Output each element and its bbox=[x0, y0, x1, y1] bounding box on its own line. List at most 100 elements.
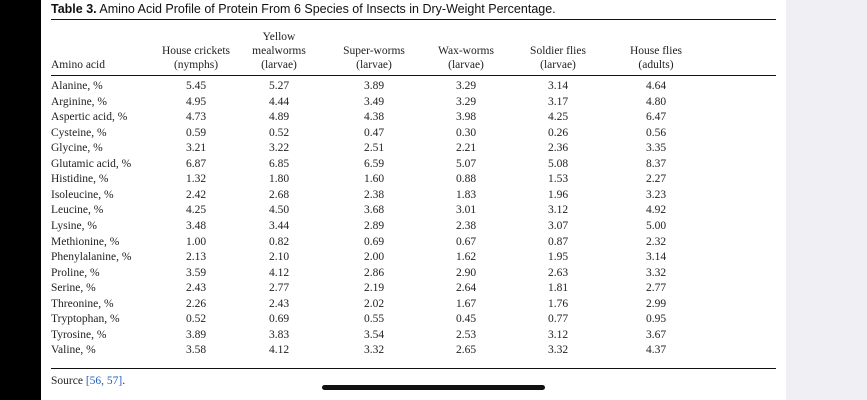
table-cell-value: 4.12 bbox=[268, 266, 290, 279]
column-header-4: Wax-worms (larvae) bbox=[438, 44, 494, 72]
table-cell-value: 3.67 bbox=[645, 328, 667, 341]
table-cell-value: 3.01 bbox=[455, 204, 477, 217]
table-cell-value: 3.12 bbox=[547, 204, 569, 217]
table-cell-value: 2.38 bbox=[455, 219, 477, 232]
amino-acid-name: Tryptophan, % bbox=[51, 313, 120, 326]
column-header-line: mealworms bbox=[252, 45, 306, 57]
table-cell-value: 2.43 bbox=[185, 282, 207, 295]
table-cell-value: 2.77 bbox=[268, 282, 290, 295]
document-page[interactable]: Table 3. Amino Acid Profile of Protein F… bbox=[41, 0, 786, 400]
table-cell-value: 1.00 bbox=[185, 235, 207, 248]
column-header-line: House flies bbox=[629, 45, 683, 57]
table-cell-value: 2.21 bbox=[455, 142, 477, 155]
table-cell-value: 4.38 bbox=[363, 111, 385, 124]
table-cell-value: 3.14 bbox=[547, 80, 569, 92]
table-cell-value: 2.42 bbox=[185, 188, 207, 201]
table-cell-value: 2.86 bbox=[363, 266, 385, 279]
table-cell-value: 2.63 bbox=[547, 266, 569, 279]
table-cell-value: 2.10 bbox=[268, 251, 290, 264]
column-header-0: Amino acid bbox=[51, 58, 105, 72]
source-reference-link[interactable]: [56, 57] bbox=[85, 375, 123, 387]
table-cell-value: 2.43 bbox=[268, 297, 290, 310]
table-cell-value: 0.67 bbox=[455, 235, 477, 248]
table-cell-value: 3.58 bbox=[185, 344, 207, 357]
column-header-line: Yellow bbox=[262, 31, 296, 43]
table-cell-value: 1.96 bbox=[547, 188, 569, 201]
table-cell-value: 5.00 bbox=[645, 219, 667, 232]
amino-acid-name: Histidine, % bbox=[51, 173, 109, 186]
table-cell-value: 0.52 bbox=[268, 126, 290, 139]
column-header-5: Soldier flies (larvae) bbox=[530, 44, 586, 72]
table-cell-value: 4.92 bbox=[645, 204, 667, 217]
table-bottom-rule bbox=[51, 368, 776, 369]
table-cell-value: 1.53 bbox=[547, 173, 569, 186]
table-cell-value: 3.29 bbox=[455, 95, 477, 108]
table-cell-value: 2.99 bbox=[645, 297, 667, 310]
column-header-2: Yellow mealworms (larvae) bbox=[252, 30, 306, 72]
source-suffix: . bbox=[122, 375, 126, 387]
column-header-line: Soldier flies bbox=[530, 45, 586, 57]
table-cell-value: 3.29 bbox=[455, 80, 477, 92]
table-cell-value: 3.68 bbox=[363, 204, 385, 217]
table-cell-value: 0.87 bbox=[547, 235, 569, 248]
column-header-line: House crickets bbox=[161, 45, 231, 57]
column-header-1: House crickets (nymphs) bbox=[162, 44, 230, 72]
amino-acid-name: Arginine, % bbox=[51, 95, 108, 108]
amino-acid-name: Alanine, % bbox=[51, 80, 103, 92]
table-cell-value: 0.52 bbox=[185, 313, 207, 326]
table-cell-value: 2.26 bbox=[185, 297, 207, 310]
table-cell-value: 5.45 bbox=[185, 80, 207, 92]
column-header-line: (larvae) bbox=[540, 59, 576, 71]
table-cell-value: 3.22 bbox=[268, 142, 290, 155]
table-caption: Table 3. Amino Acid Profile of Protein F… bbox=[51, 2, 556, 16]
table-cell-value: 4.25 bbox=[185, 204, 207, 217]
table-cell-value: 0.69 bbox=[268, 313, 290, 326]
source-prefix: Source bbox=[51, 375, 86, 387]
table-cell-value: 3.44 bbox=[268, 219, 290, 232]
table-cell-value: 2.64 bbox=[455, 282, 477, 295]
amino-acid-name: Tyrosine, % bbox=[51, 328, 107, 341]
table-cell-value: 2.90 bbox=[455, 266, 477, 279]
table-cell-value: 2.32 bbox=[645, 235, 667, 248]
table-cell-value: 4.44 bbox=[268, 95, 290, 108]
table-source-note: Source [56, 57]. bbox=[51, 375, 125, 387]
amino-acid-name: Lysine, % bbox=[51, 219, 97, 232]
table-cell-value: 3.59 bbox=[185, 266, 207, 279]
table-cell-value: 4.89 bbox=[268, 111, 290, 124]
table-cell-value: 3.89 bbox=[363, 80, 385, 92]
table-header-rule bbox=[51, 75, 776, 76]
amino-acid-name: Leucine, % bbox=[51, 204, 104, 217]
table-cell-value: 0.82 bbox=[268, 235, 290, 248]
table-cell-value: 6.59 bbox=[363, 157, 385, 170]
table-cell-value: 0.45 bbox=[455, 313, 477, 326]
table-cell-value: 2.53 bbox=[455, 328, 477, 341]
table-cell-value: 6.47 bbox=[645, 111, 667, 124]
table-cell-value: 0.88 bbox=[455, 173, 477, 186]
column-header-line: Wax-worms bbox=[438, 45, 494, 57]
table-cell-value: 1.60 bbox=[363, 173, 385, 186]
table-cell-value: 1.62 bbox=[455, 251, 477, 264]
column-header-line: Amino acid bbox=[51, 59, 105, 71]
table-cell-value: 3.21 bbox=[185, 142, 207, 155]
home-indicator[interactable] bbox=[322, 385, 545, 390]
table-cell-value: 3.83 bbox=[268, 328, 290, 341]
table-cell-value: 2.38 bbox=[363, 188, 385, 201]
table-cell-value: 0.77 bbox=[547, 313, 569, 326]
table-cell-value: 5.27 bbox=[268, 80, 290, 92]
amino-acid-name: Glycine, % bbox=[51, 142, 103, 155]
table-cell-value: 0.55 bbox=[363, 313, 385, 326]
amino-acid-name: Serine, % bbox=[51, 282, 96, 295]
table-cell-value: 3.12 bbox=[547, 328, 569, 341]
amino-acid-name: Phenylalanine, % bbox=[51, 251, 132, 264]
table-top-rule bbox=[51, 19, 776, 20]
table-cell-value: 3.98 bbox=[455, 111, 477, 124]
table-cell-value: 4.73 bbox=[185, 111, 207, 124]
amino-acid-name: Isoleucine, % bbox=[51, 188, 114, 201]
table-cell-value: 4.80 bbox=[645, 95, 667, 108]
table-cell-value: 3.54 bbox=[363, 328, 385, 341]
amino-acid-name: Aspertic acid, % bbox=[51, 111, 128, 124]
amino-acid-name: Methionine, % bbox=[51, 235, 120, 248]
table-cell-value: 4.50 bbox=[268, 204, 290, 217]
table-cell-value: 3.32 bbox=[547, 344, 569, 357]
table-cell-value: 0.69 bbox=[363, 235, 385, 248]
